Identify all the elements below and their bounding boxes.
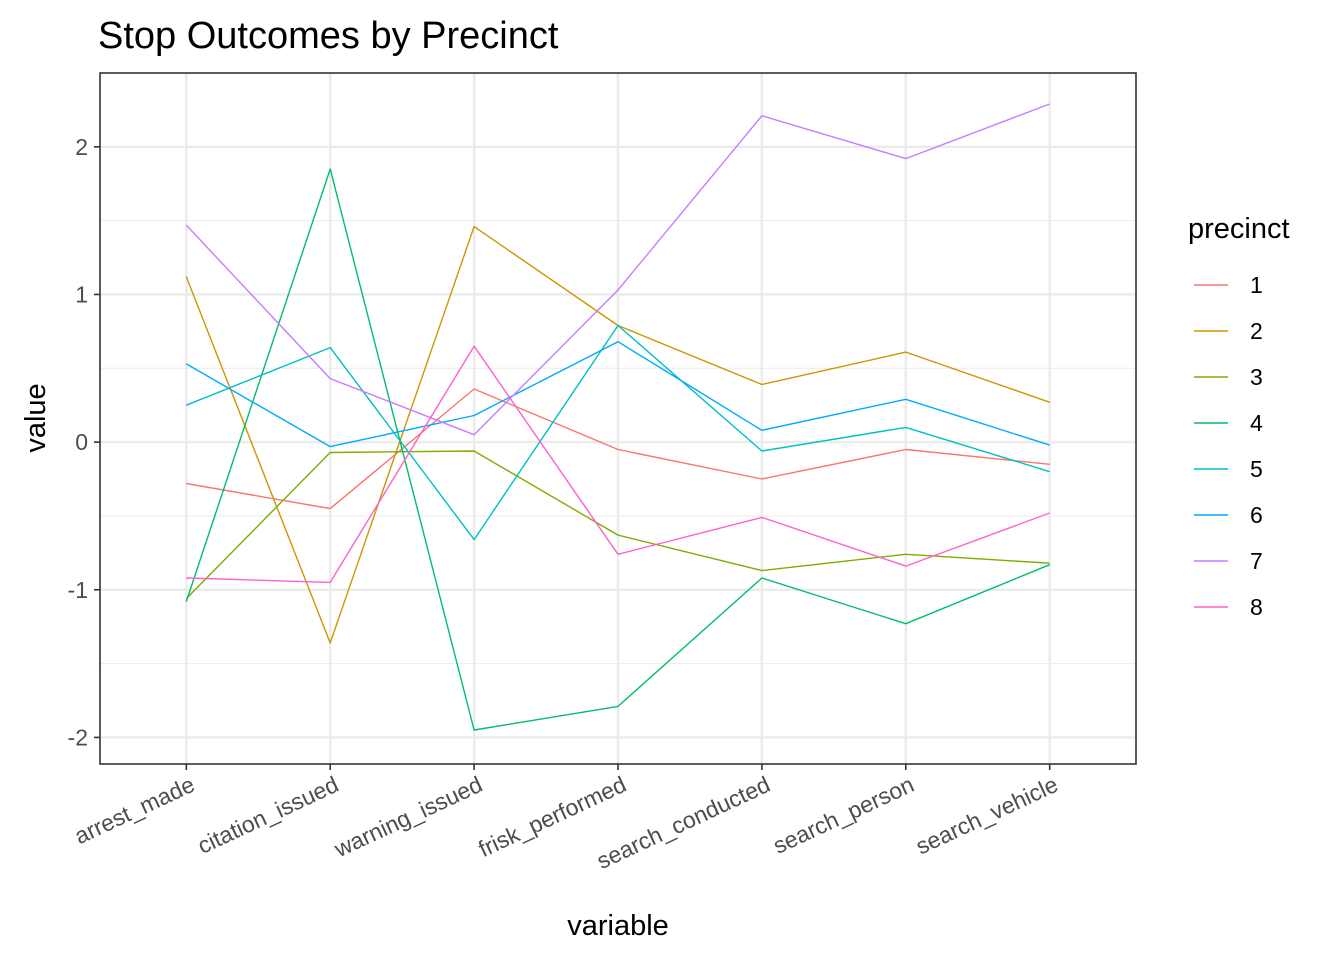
series-lines (185, 103, 1050, 731)
series-line-5 (186, 324, 1050, 541)
major-gridlines (100, 73, 1136, 764)
y-axis: -2 -1 0 1 2 (68, 134, 100, 750)
x-axis-title: variable (567, 910, 669, 942)
y-tick-label: -2 (68, 724, 88, 750)
series-line-7 (185, 103, 1050, 436)
series-line-8 (186, 345, 1050, 584)
legend-label-7: 7 (1250, 548, 1263, 574)
legend-label-1: 1 (1250, 272, 1263, 298)
y-axis-title: value (20, 383, 52, 452)
legend-label-3: 3 (1250, 364, 1263, 390)
series-line-6 (185, 341, 1050, 448)
y-tick-label: 2 (75, 134, 88, 160)
legend-title: precinct (1188, 213, 1290, 245)
legend-label-6: 6 (1250, 502, 1263, 528)
series-line-3 (185, 450, 1050, 600)
y-tick-label: 1 (75, 281, 88, 307)
series-line-1 (186, 388, 1050, 510)
legend-label-4: 4 (1250, 410, 1263, 436)
y-tick-label: -1 (68, 577, 88, 603)
chart-title: Stop Outcomes by Precinct (98, 15, 559, 57)
legend-items: 1 2 3 4 5 6 7 8 (1194, 272, 1263, 620)
series-line-4 (185, 168, 1050, 731)
legend-label-5: 5 (1250, 456, 1263, 482)
legend-label-8: 8 (1250, 594, 1263, 620)
y-tick-label: 0 (75, 429, 88, 455)
legend-label-2: 2 (1250, 318, 1263, 344)
legend: precinct 1 2 3 4 5 6 7 8 (1188, 213, 1290, 620)
